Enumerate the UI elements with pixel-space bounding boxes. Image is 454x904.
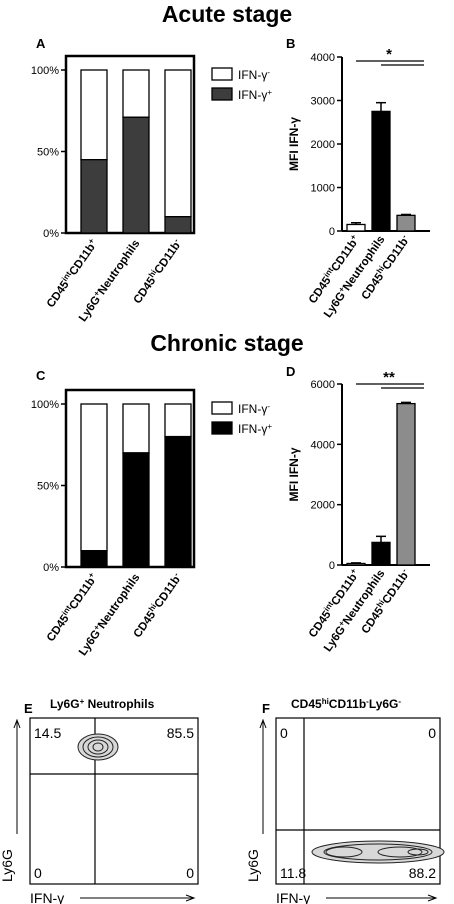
panel-letter-f: F <box>262 701 270 716</box>
significance-marker: ** <box>383 369 395 386</box>
y-tick-label: 0% <box>43 562 59 574</box>
quadrant-bottom-left: 0 <box>34 865 42 881</box>
y-tick-label: 0 <box>329 226 335 238</box>
contour-line <box>377 846 423 858</box>
y-tick-label: 50% <box>37 147 59 159</box>
bar-ifn-neg <box>80 69 108 161</box>
y-tick-label: 2000 <box>311 500 335 512</box>
quadrant-top-right: 0 <box>428 725 436 741</box>
quadrant-top-left: 0 <box>280 725 288 741</box>
y-tick-label: 100% <box>31 65 59 77</box>
chronic-stage-title: Chronic stage <box>150 330 303 356</box>
quadrant-bottom-right: 0 <box>186 865 194 881</box>
legend-swatch-neg <box>211 67 233 81</box>
y-axis-label: Ly6G <box>245 849 261 882</box>
panel-e: Ly6G+ Neutrophils 14.5 85.5 0 0 Ly6G IFN-γ <box>0 697 199 904</box>
x-axis-arrowhead <box>427 894 438 902</box>
y-tick-label: 6000 <box>311 379 335 391</box>
acute-stage-title: Acute stage <box>162 1 292 27</box>
bar-ifn-neg <box>164 403 192 438</box>
bar-ifn-neg <box>80 403 108 552</box>
y-tick-label: 2000 <box>311 139 335 151</box>
bar-ifn-neg <box>122 403 150 454</box>
y-axis-label: MFI IFN-γ <box>287 117 301 171</box>
contour-line <box>77 733 119 761</box>
bar <box>371 110 391 232</box>
flow-plot-frame <box>29 717 199 885</box>
panel-c: 0%50%100%CD45intCD11b+Ly6G+NeutrophilsCD… <box>31 388 272 658</box>
contour-line <box>87 739 109 755</box>
panel-letter-d: D <box>286 364 295 379</box>
y-tick-label: 0 <box>329 560 335 572</box>
panel-letter-b: B <box>286 36 295 51</box>
y-tick-label: 4000 <box>311 52 335 64</box>
quadrant-bottom-left: 11.8 <box>280 865 306 881</box>
y-tick-label: 4000 <box>311 439 335 451</box>
bar-ifn-neg <box>122 69 150 118</box>
legend-label-pos: IFN-γ+ <box>238 422 272 437</box>
quadrant-bottom-right: 88.2 <box>409 865 436 881</box>
bar <box>396 214 416 232</box>
y-axis-arrowhead <box>13 718 21 729</box>
bar <box>346 562 366 566</box>
contour-line <box>82 736 114 758</box>
bar-ifn-neg <box>164 69 192 218</box>
flow-plot-title: CD45hiCD11b-Ly6G- <box>291 697 401 712</box>
legend-label-pos: IFN-γ+ <box>238 88 272 103</box>
bar <box>371 541 391 566</box>
y-tick-label: 100% <box>31 399 59 411</box>
panel-letter-e: E <box>24 701 33 716</box>
y-axis-label: Ly6G <box>0 849 15 882</box>
significance-marker: * <box>386 46 392 63</box>
bar <box>346 223 366 232</box>
quadrant-top-right: 85.5 <box>167 725 194 741</box>
bar-ifn-pos <box>164 216 192 234</box>
flow-plot-frame <box>275 717 441 885</box>
legend-swatch-neg <box>211 401 233 415</box>
y-axis-arrowhead <box>259 718 267 729</box>
y-tick-label: 50% <box>37 481 59 493</box>
x-axis-arrowhead <box>185 894 196 902</box>
quadrant-top-left: 14.5 <box>34 725 61 741</box>
bar-ifn-pos <box>122 116 150 234</box>
bar-ifn-pos <box>80 158 108 234</box>
legend-label-neg: IFN-γ- <box>238 68 270 83</box>
y-tick-label: 1000 <box>311 183 335 195</box>
panel-a: 0%50%100%CD45intCD11b+Ly6G+NeutrophilsCD… <box>31 54 272 324</box>
bar-ifn-pos <box>122 452 150 568</box>
legend-swatch-pos <box>211 421 233 435</box>
flow-plot-title: Ly6G+ Neutrophils <box>50 697 155 712</box>
x-axis-label: IFN-γ <box>276 890 310 904</box>
contour-line <box>323 843 433 861</box>
panel-letter-a: A <box>36 36 46 51</box>
contour-line <box>92 742 104 752</box>
y-tick-label: 0% <box>43 228 59 240</box>
legend-label-neg: IFN-γ- <box>238 402 270 417</box>
y-tick-label: 3000 <box>311 96 335 108</box>
x-axis-label: IFN-γ <box>30 890 64 904</box>
y-axis-label: MFI IFN-γ <box>287 447 301 501</box>
panel-letter-c: C <box>36 368 46 383</box>
legend-swatch-pos <box>211 87 233 101</box>
bar-ifn-pos <box>164 435 192 568</box>
bar <box>396 402 416 566</box>
contour-line <box>407 848 429 856</box>
bar-ifn-pos <box>80 550 108 568</box>
contour-line <box>325 846 363 858</box>
